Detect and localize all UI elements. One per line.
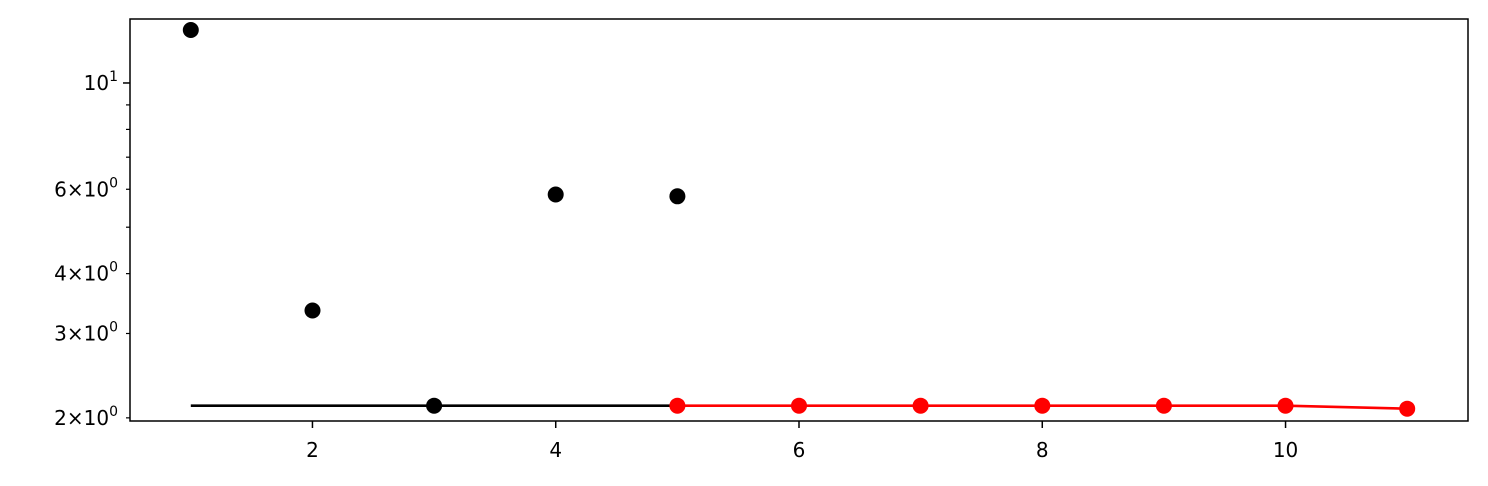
data-point [669,397,686,414]
y-tick-label: 6×100 [54,175,118,201]
data-point [669,188,686,205]
y-tick-label: 101 [84,69,118,95]
x-axis: 2 4 6 8 10 [306,421,1298,462]
x-tick-label: 4 [549,438,562,462]
y-tick-label: 2×100 [54,404,118,430]
y-tick-label: 3×100 [54,319,118,345]
data-point [1277,397,1294,414]
data-point [912,397,929,414]
data-point [426,397,443,414]
data-point [791,397,807,414]
x-tick-label: 10 [1273,438,1298,462]
y-axis: 101 2×100 3×100 4×100 6×100 [54,69,130,430]
axes-frame [129,18,1469,422]
x-tick-label: 8 [1036,438,1049,462]
plot-area [182,22,1416,417]
y-tick-label: 4×100 [54,260,118,286]
data-point [1034,397,1051,414]
x-tick-label: 2 [306,438,319,462]
data-point [182,22,199,38]
data-point [1155,397,1172,414]
x-tick-label: 6 [793,438,806,462]
data-point [1399,400,1416,417]
data-point [547,186,564,203]
data-point [304,302,321,319]
